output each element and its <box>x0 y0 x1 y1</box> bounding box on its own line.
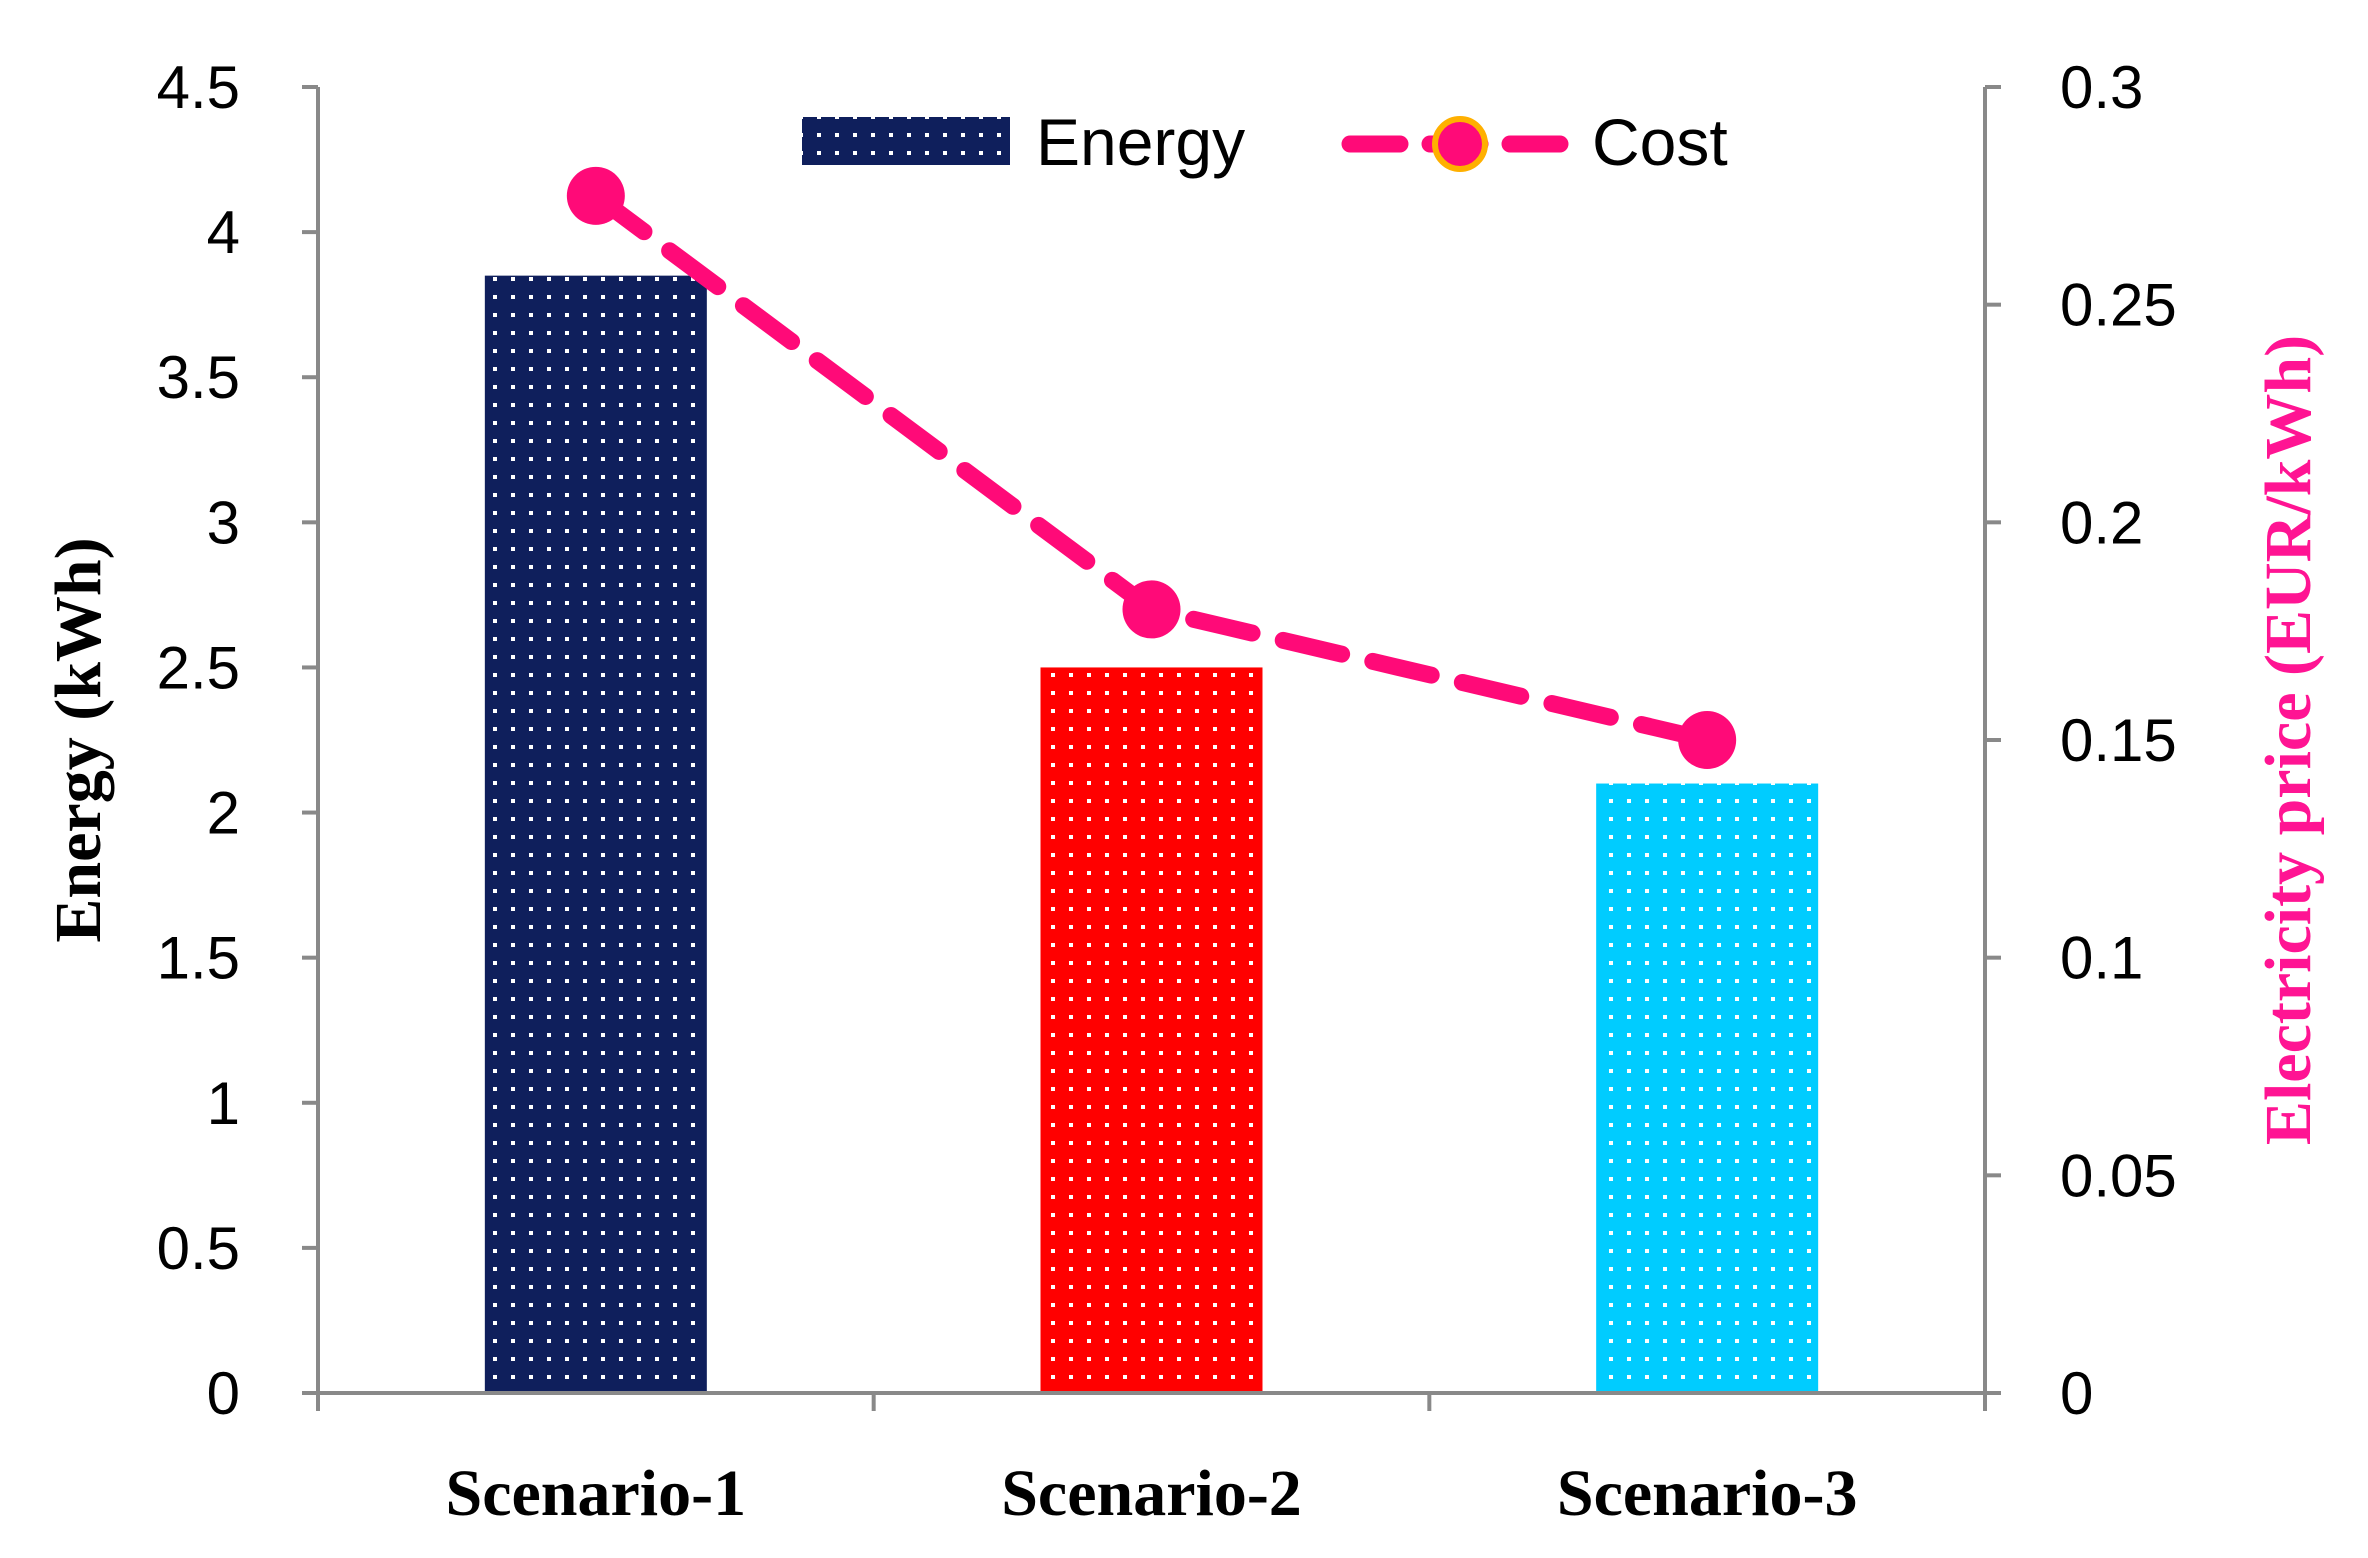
legend-cost-marker <box>1432 116 1488 172</box>
right-tick-label: 0.2 <box>2060 489 2143 556</box>
left-tick-label: 0.5 <box>157 1215 240 1282</box>
right-axis-title: Electricity price (EUR/kWh) <box>2252 335 2325 1145</box>
left-tick-label: 0 <box>207 1360 240 1427</box>
cost-point-1 <box>566 166 625 225</box>
right-tick-label: 0 <box>2060 1360 2093 1427</box>
right-tick-label: 0.1 <box>2060 925 2143 992</box>
legend-energy-label: Energy <box>1036 105 1245 179</box>
right-tick-label: 0.05 <box>2060 1142 2177 1209</box>
category-label-2: Scenario-2 <box>1001 1457 1302 1530</box>
left-tick-label: 2 <box>207 780 240 847</box>
bar-2-pattern <box>1040 667 1263 1393</box>
cost-point-3 <box>1678 711 1737 769</box>
category-label-1: Scenario-1 <box>446 1457 747 1530</box>
right-tick-label: 0.3 <box>2060 54 2143 121</box>
bar-3-pattern <box>1596 783 1819 1393</box>
left-tick-label: 3 <box>207 489 240 556</box>
category-label-3: Scenario-3 <box>1557 1457 1858 1530</box>
legend-energy-swatch-pattern <box>802 117 1010 165</box>
left-tick-label: 4 <box>207 199 240 266</box>
right-tick-label: 0.25 <box>2060 272 2177 339</box>
left-tick-label: 2.5 <box>157 634 240 701</box>
left-tick-label: 1 <box>207 1070 240 1137</box>
legend-cost-label: Cost <box>1592 105 1728 179</box>
bar-1-pattern <box>484 275 707 1394</box>
left-tick-label: 4.5 <box>157 54 240 121</box>
cost-point-2 <box>1122 580 1181 639</box>
left-axis-title: Energy (kWh) <box>42 537 115 942</box>
right-tick-label: 0.15 <box>2060 707 2177 774</box>
left-tick-label: 1.5 <box>157 925 240 992</box>
cost-line <box>587 187 1716 749</box>
left-tick-label: 3.5 <box>157 344 240 411</box>
